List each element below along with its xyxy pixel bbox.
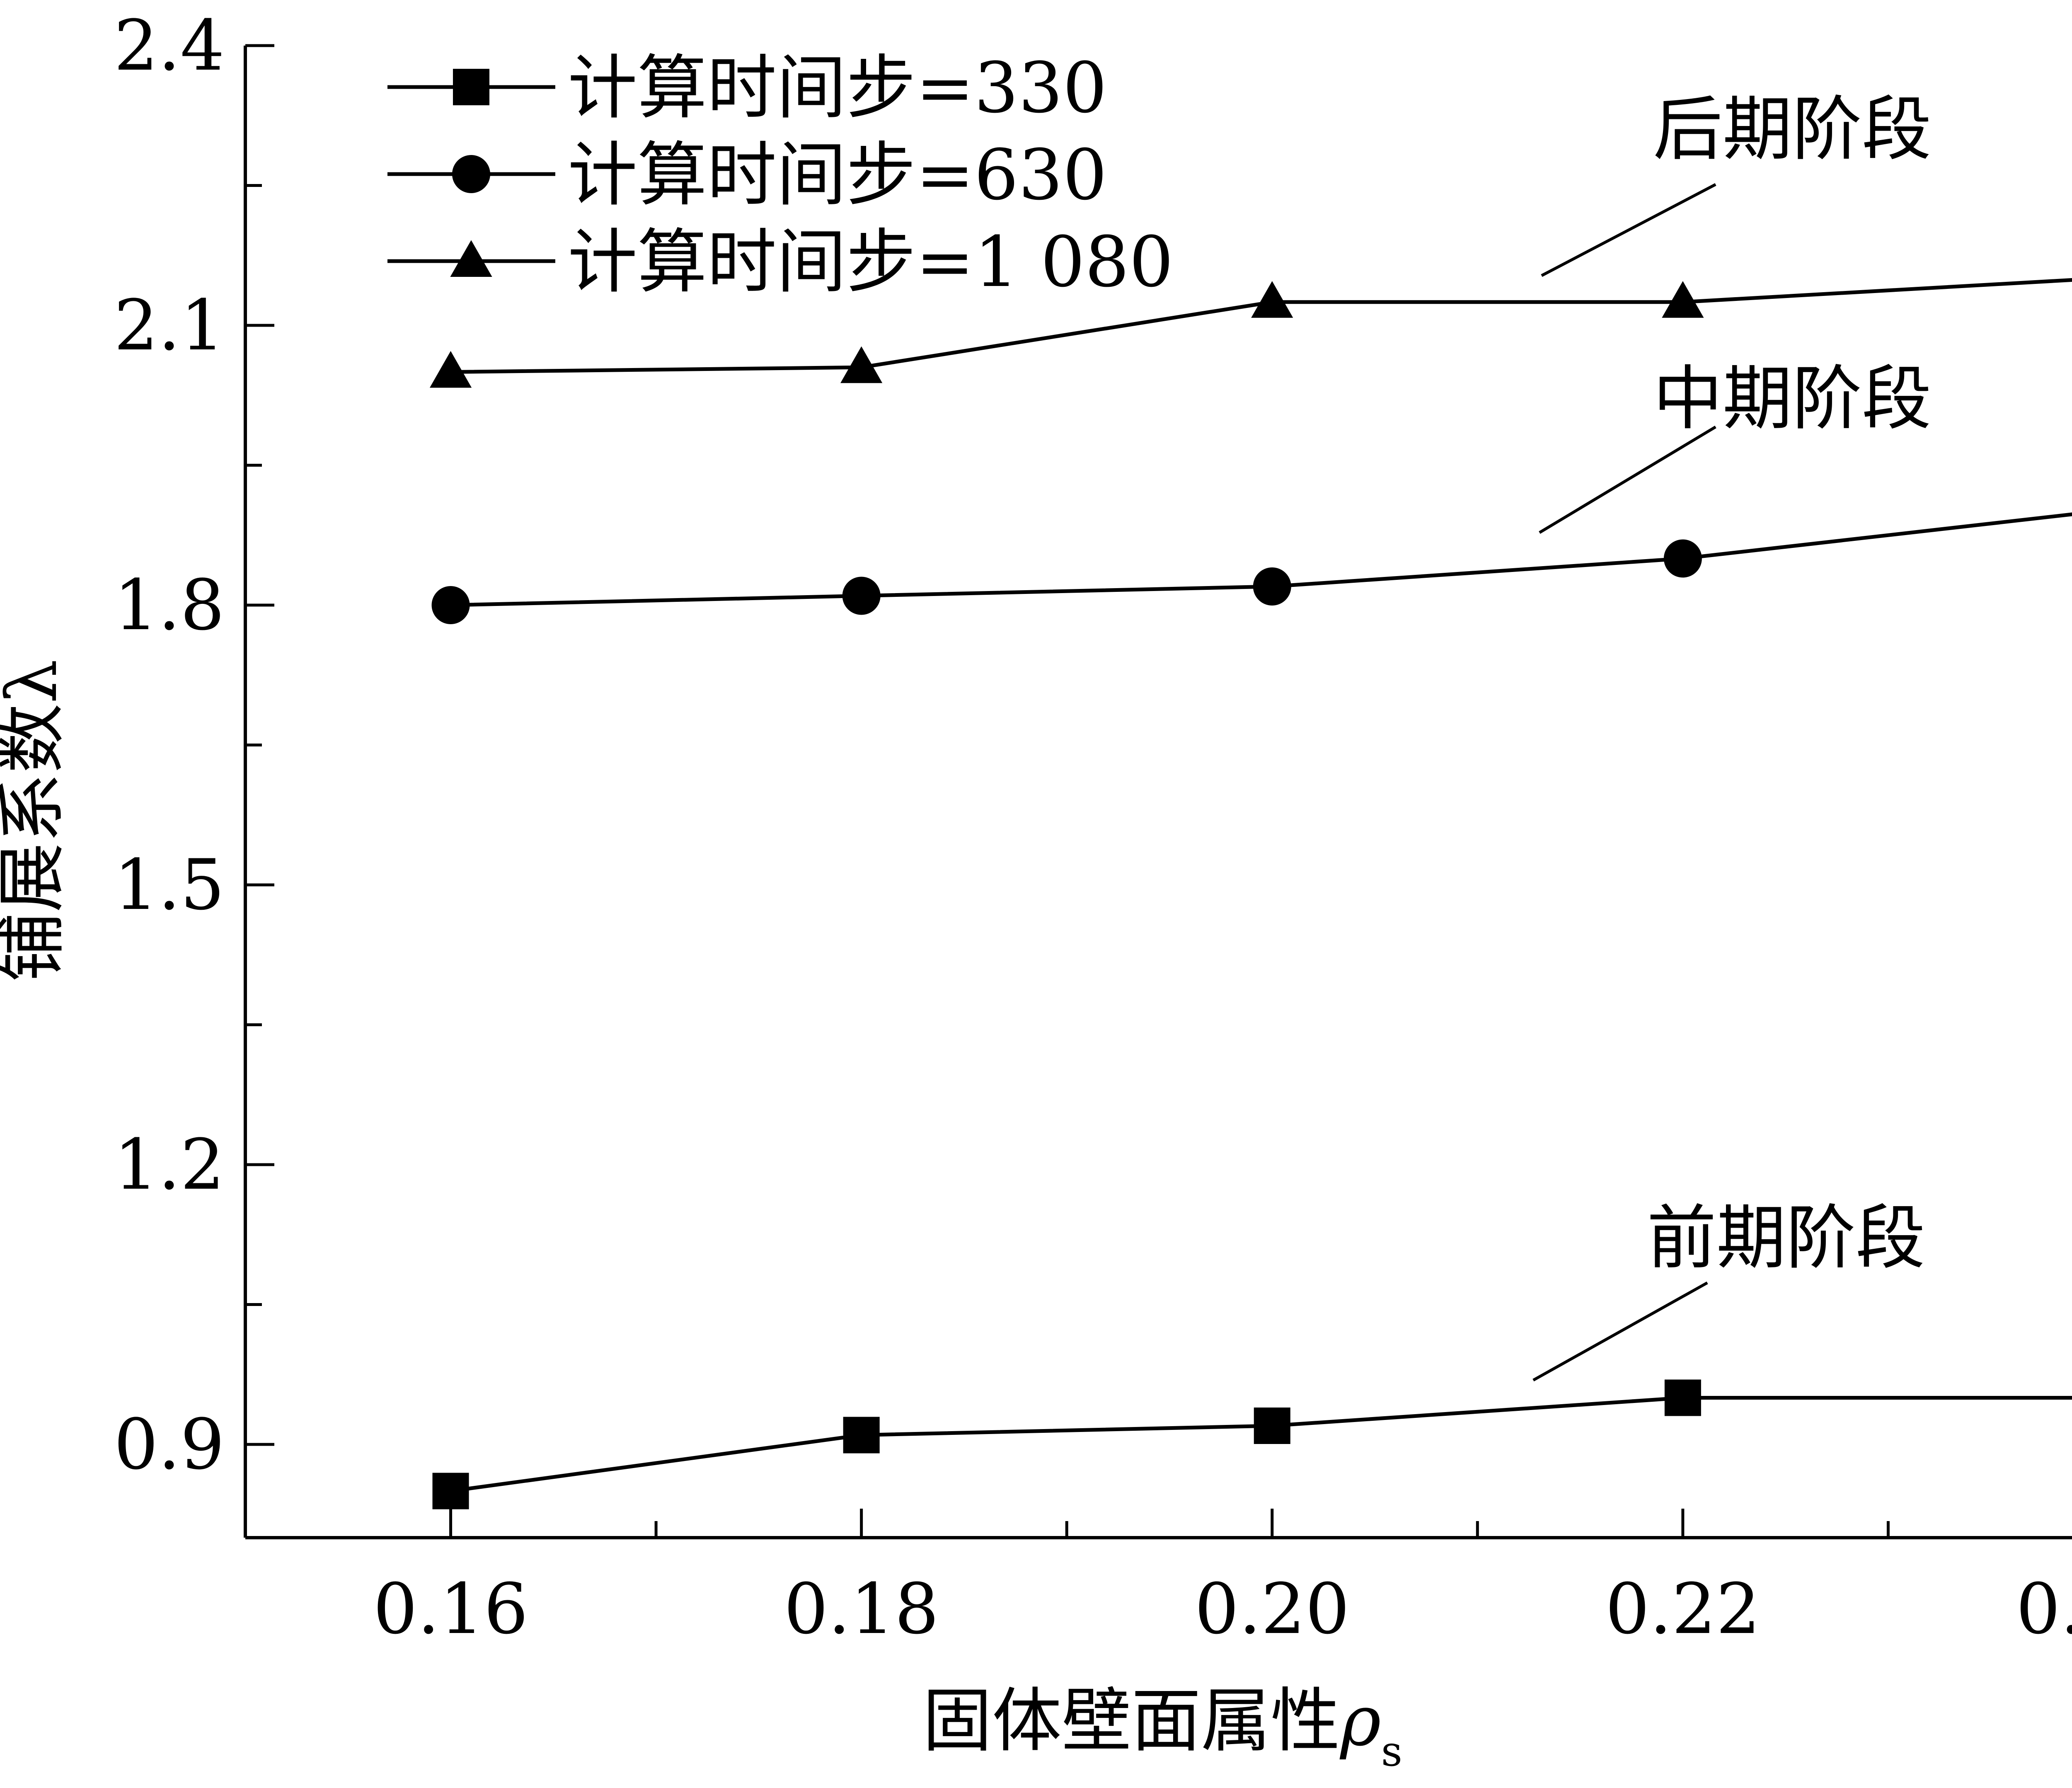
- x-tick-label: 0.24: [2016, 1568, 2072, 1650]
- x-tick-label: 0.20: [1195, 1568, 1350, 1650]
- data-point: [1251, 281, 1293, 318]
- x-tick-label: 0.16: [373, 1568, 528, 1650]
- data-point: [1253, 567, 1291, 606]
- data-point: [1664, 1379, 1701, 1416]
- data-point: [843, 1417, 880, 1454]
- legend-label: 计算时间步=330: [568, 47, 1107, 128]
- x-tick-label: 0.22: [1605, 1568, 1760, 1650]
- annotation-label: 中期阶段: [1653, 358, 1932, 439]
- data-point: [432, 1473, 469, 1509]
- legend-marker: [453, 69, 489, 105]
- tick-labels: 0.16 0.18 0.20 0.22 0.24 0.9 1.2 1.5 1.8 2.1 2.4: [114, 5, 2072, 1650]
- x-tick-label: 0.18: [784, 1568, 939, 1650]
- legend-item: 计算时间步=1 080: [387, 221, 1174, 303]
- y-tick-label: 2.4: [114, 5, 225, 86]
- data-point: [1663, 539, 1702, 578]
- annotation-leader-line: [1541, 183, 1716, 277]
- legend-label: 计算时间步=630: [568, 134, 1107, 216]
- legend-marker: [450, 240, 492, 277]
- annotation-label: 后期阶段: [1653, 89, 1932, 170]
- data-point: [842, 577, 881, 615]
- y-tick-label: 1.8: [114, 565, 225, 646]
- x-axis-title: 固体壁面属性ρs: [922, 1680, 1402, 1776]
- y-tick-label: 1.2: [114, 1124, 225, 1205]
- annotation-label: 前期阶段: [1647, 1197, 1925, 1279]
- y-tick-label: 1.5: [114, 844, 225, 925]
- series-group: [429, 278, 2072, 1509]
- data-point: [1662, 281, 1704, 318]
- legend-item: 计算时间步=330: [387, 47, 1107, 128]
- series-circle: [431, 512, 2072, 624]
- annotation-leader-line: [1539, 425, 1716, 534]
- y-tick-label: 0.9: [114, 1404, 225, 1485]
- legend-marker: [452, 155, 490, 193]
- legend-label: 计算时间步=1 080: [568, 221, 1174, 303]
- axes: [244, 46, 2072, 1539]
- x-axis-title-symbol: ρ: [1339, 1680, 1381, 1761]
- data-point: [431, 586, 470, 624]
- data-point: [840, 346, 883, 383]
- legend-item: 计算时间步=630: [387, 134, 1107, 216]
- x-axis-title-subscript: s: [1381, 1727, 1402, 1776]
- y-tick-label: 2.1: [114, 285, 225, 366]
- data-point: [429, 351, 472, 388]
- series-square: [432, 1379, 2072, 1509]
- x-axis-title-text: 固体壁面属性: [922, 1680, 1340, 1761]
- data-point: [1254, 1408, 1290, 1444]
- annotation-leader-line: [1532, 1281, 1708, 1382]
- series-triangle: [429, 278, 2072, 388]
- tick-marks: [245, 44, 1890, 1538]
- y-axis-title: 铺展系数λ: [0, 659, 73, 982]
